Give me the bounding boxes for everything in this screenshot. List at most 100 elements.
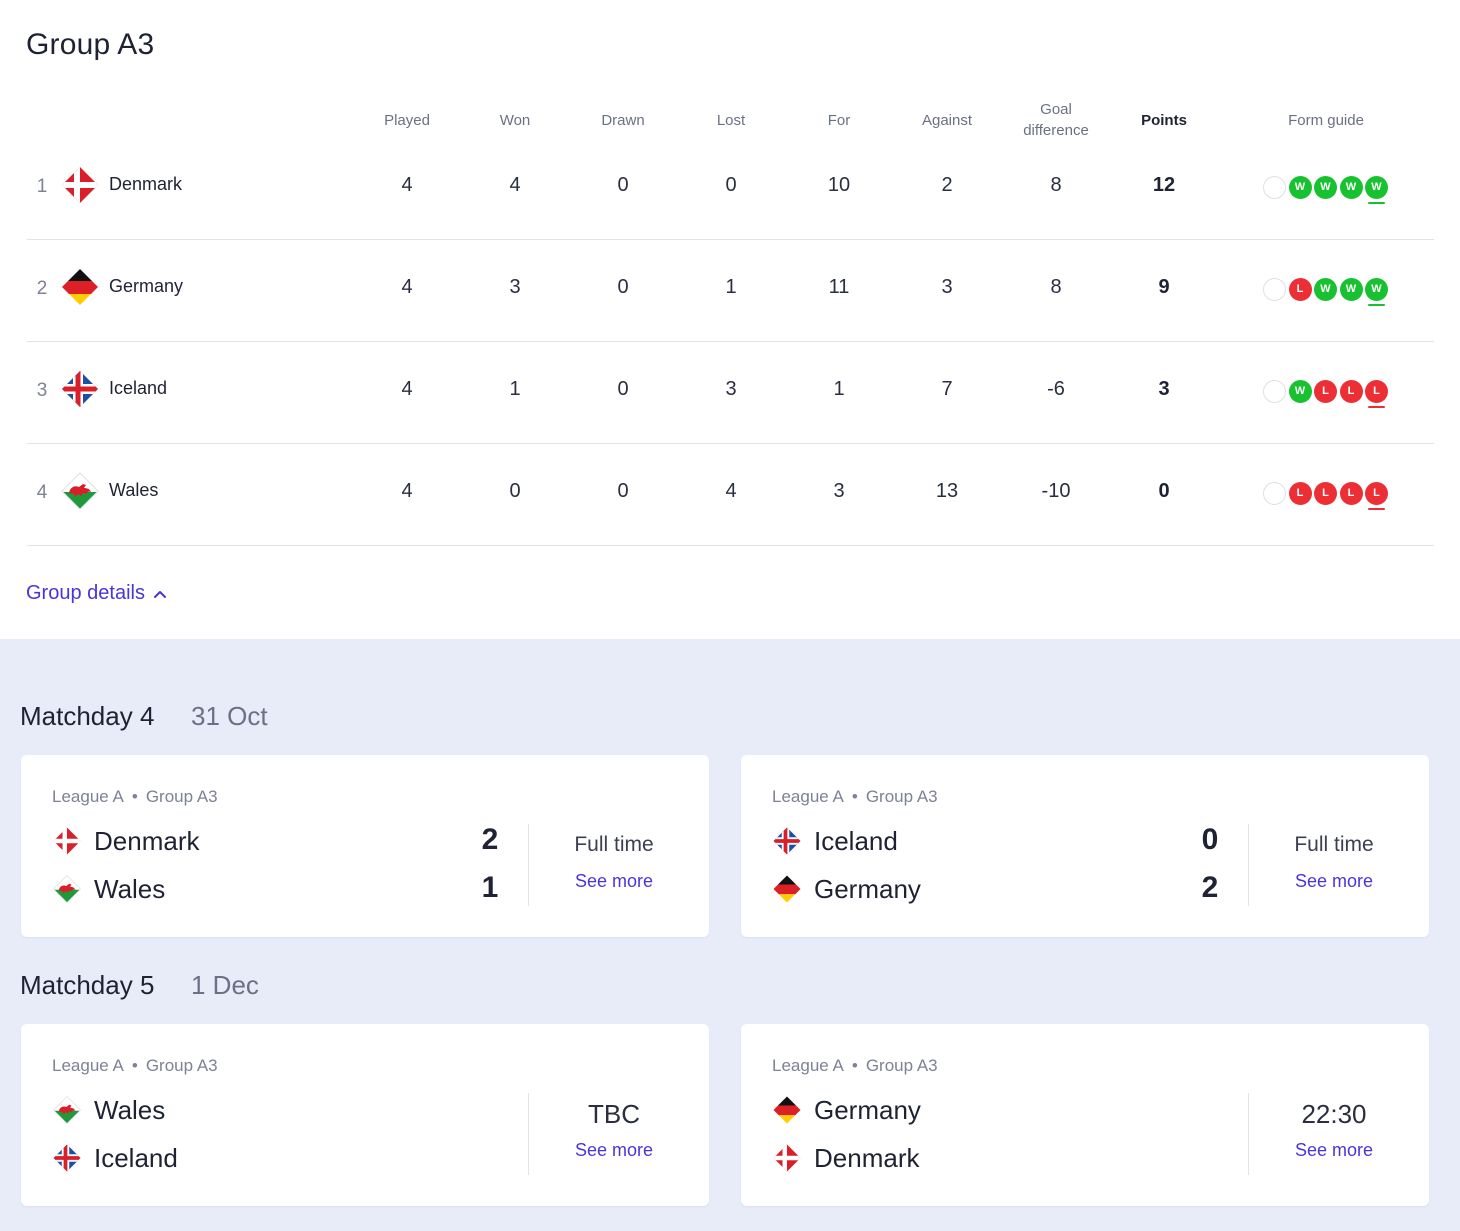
match-card[interactable]: League A • Group A3 Germany Denmark 22:30 See … [741,1024,1429,1206]
see-more-link[interactable]: See more [574,1140,654,1160]
chevron-up-icon [153,590,166,598]
cell-won: 1 [509,378,521,400]
form-result-loss[interactable]: L [1365,481,1388,510]
table-row[interactable]: 1 Denmark 4 4 0 0 10 2 8 12 W W W W [27,138,1434,240]
matchday-4-title: Matchday 4 [20,701,155,731]
cell-won: 0 [509,480,521,502]
table-row[interactable]: 2 Germany 4 3 0 1 11 3 8 9 L W W W [27,240,1434,342]
form-result-win[interactable]: W [1339,277,1363,301]
team-name[interactable]: Germany [109,276,184,296]
form-result-win[interactable]: W [1365,175,1388,204]
form-empty-slot [1263,379,1286,403]
match-status: Full time [1294,833,1374,856]
match-competition: League A • Group A3 [52,1056,218,1076]
cell-won: 4 [509,174,521,196]
form-result-loss[interactable]: L [1339,481,1363,505]
team-name[interactable]: Wales [109,480,159,500]
form-result-loss[interactable]: L [1339,379,1363,403]
see-more-link[interactable]: See more [574,871,654,891]
form-result-win[interactable]: W [1365,277,1388,306]
form-result-loss[interactable]: L [1288,277,1312,301]
cell-against: 7 [941,378,953,400]
form-result-loss[interactable]: L [1314,481,1337,505]
rank: 3 [36,380,48,401]
wales-flag-icon [52,1095,82,1125]
group-standings-section: Group A3 Played Won Drawn Lost For Again… [26,28,1434,605]
header-form-guide: Form guide [1288,111,1364,129]
cell-lost: 0 [725,174,737,196]
table-row[interactable]: 4 Wales 4 0 0 4 3 13 -10 0 L L L L [27,444,1434,546]
match-status: 22:30 [1301,1099,1367,1129]
cell-for: 3 [833,480,845,502]
home-team-name: Wales [94,1094,166,1125]
form-result-loss[interactable]: L [1314,379,1337,403]
divider [1248,824,1249,906]
home-team: Iceland [772,824,898,858]
group-label: Group A3 [145,787,218,806]
away-score: 2 [1201,871,1219,904]
divider [528,1093,529,1175]
iceland-flag-icon [772,826,802,856]
form-result-win[interactable]: W [1314,175,1337,199]
home-team: Denmark [52,824,199,858]
header-against: Against [921,111,973,129]
germany-flag-icon [772,874,802,904]
away-team-name: Wales [94,873,166,904]
cell-gd: -6 [1047,378,1065,400]
league-label: League A [52,787,124,806]
match-card[interactable]: League A • Group A3 Wales Iceland TBC See more [21,1024,709,1206]
group-details-toggle[interactable]: Group details [26,582,167,605]
germany-flag-icon [772,1095,802,1125]
header-goal-difference-line1: Goal [1040,101,1072,118]
form-result-loss[interactable]: L [1288,481,1312,505]
cell-against: 13 [935,480,959,502]
form-empty-slot [1263,175,1286,199]
cell-played: 4 [401,276,413,298]
away-team: Wales [52,872,165,906]
form-result-win[interactable]: W [1314,277,1337,301]
form-result-win[interactable]: W [1288,175,1312,199]
away-team: Germany [772,872,921,906]
see-more-link[interactable]: See more [1294,871,1374,891]
table-row[interactable]: 3 Iceland 4 1 0 3 1 7 -6 3 W L L L [27,342,1434,444]
away-team-name: Germany [814,873,921,904]
cell-played: 4 [401,480,413,502]
fixtures-section: Matchday 4 31 Oct Matchday 5 1 Dec Leagu… [0,639,1460,1231]
cell-for: 10 [827,174,851,196]
away-team-name: Denmark [814,1142,920,1173]
cell-gd: 8 [1050,276,1062,298]
team-name[interactable]: Iceland [109,378,168,398]
denmark-flag-icon [772,1143,802,1173]
cell-points: 12 [1152,174,1176,196]
separator-dot: • [851,787,858,806]
match-card[interactable]: League A • Group A3 Denmark Wales 2 1 Full time… [21,755,709,937]
form-result-loss[interactable]: L [1365,379,1388,408]
group-label: Group A3 [145,1056,218,1075]
header-lost: Lost [716,111,746,129]
see-more-link[interactable]: See more [1294,1140,1374,1160]
matchday-5-title: Matchday 5 [20,970,155,1000]
cell-gd: 8 [1050,174,1062,196]
matchday-5-date: 1 Dec [191,970,259,1000]
group-label: Group A3 [865,1056,938,1075]
cell-played: 4 [401,378,413,400]
cell-won: 3 [509,276,521,298]
home-team-name: Germany [814,1094,921,1125]
cell-against: 3 [941,276,953,298]
germany-flag-icon [60,267,100,307]
header-played: Played [384,111,430,129]
form-empty-slot [1263,481,1286,505]
header-points: Points [1141,111,1187,129]
form-empty-slot [1263,277,1286,301]
home-score: 0 [1201,823,1219,856]
team-name[interactable]: Denmark [109,174,183,194]
match-card[interactable]: League A • Group A3 Iceland Germany 0 2 Full ti… [741,755,1429,937]
cell-for: 1 [833,378,845,400]
wales-flag-icon [52,874,82,904]
away-team: Iceland [52,1141,178,1175]
header-goal-difference: Goal difference [1006,96,1106,144]
cell-drawn: 0 [617,174,629,196]
form-result-win[interactable]: W [1339,175,1363,199]
separator-dot: • [131,787,138,806]
form-result-win[interactable]: W [1288,379,1312,403]
